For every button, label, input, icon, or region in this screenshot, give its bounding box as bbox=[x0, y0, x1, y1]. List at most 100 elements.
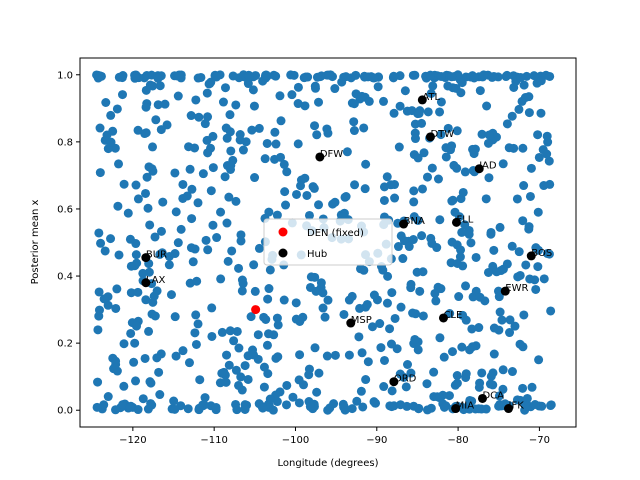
background-point bbox=[289, 70, 299, 80]
background-point bbox=[379, 355, 389, 365]
background-point bbox=[217, 327, 227, 337]
background-point bbox=[123, 208, 133, 218]
background-point bbox=[369, 397, 379, 407]
background-point bbox=[119, 381, 129, 391]
background-point bbox=[260, 154, 270, 164]
background-point bbox=[302, 190, 312, 200]
hub-label-bos: BOS bbox=[531, 248, 552, 259]
background-point bbox=[171, 207, 181, 217]
background-point bbox=[524, 108, 534, 118]
background-point bbox=[357, 348, 367, 358]
background-point bbox=[359, 123, 369, 133]
background-point bbox=[387, 402, 397, 412]
background-point bbox=[247, 125, 257, 135]
background-point bbox=[518, 216, 528, 226]
background-point bbox=[287, 90, 297, 100]
background-point bbox=[99, 294, 109, 304]
background-point bbox=[263, 329, 273, 339]
background-point bbox=[393, 242, 403, 252]
background-point bbox=[95, 168, 105, 178]
background-point bbox=[310, 83, 320, 93]
background-point bbox=[375, 319, 385, 329]
background-point bbox=[126, 261, 136, 271]
background-point bbox=[358, 402, 368, 412]
hub-labels: ATL DTW DFW JAD BNA FLL BUR BOS LAX EWR CLE MSP ORD D… bbox=[146, 92, 552, 412]
background-point bbox=[234, 380, 244, 390]
background-point bbox=[236, 230, 246, 240]
background-point bbox=[173, 238, 183, 248]
background-point bbox=[246, 312, 256, 322]
background-point bbox=[170, 312, 180, 322]
background-point bbox=[363, 357, 373, 367]
background-point bbox=[141, 128, 151, 138]
background-point bbox=[106, 110, 116, 120]
background-point bbox=[410, 334, 420, 344]
background-point bbox=[203, 148, 213, 158]
background-point bbox=[330, 350, 340, 360]
x-axis-label: Longitude (degrees) bbox=[278, 458, 379, 469]
background-point bbox=[188, 257, 198, 267]
background-point bbox=[309, 183, 319, 193]
background-point bbox=[395, 101, 405, 111]
background-point bbox=[226, 146, 236, 156]
background-point bbox=[314, 97, 324, 107]
background-point bbox=[224, 192, 234, 202]
background-point bbox=[94, 305, 104, 315]
background-point bbox=[514, 247, 524, 257]
background-point bbox=[201, 235, 211, 245]
hub-label-ord: ORD bbox=[394, 374, 417, 385]
hub-point-lax bbox=[141, 278, 151, 288]
background-point bbox=[281, 200, 291, 210]
background-point bbox=[489, 349, 499, 359]
den-point bbox=[251, 305, 261, 315]
background-point bbox=[447, 196, 457, 206]
background-point bbox=[360, 184, 370, 194]
background-point bbox=[292, 189, 302, 199]
background-point bbox=[408, 235, 418, 245]
hub-label-dtw: DTW bbox=[430, 129, 454, 140]
background-point bbox=[536, 108, 546, 118]
x-tick-label: −90 bbox=[366, 435, 387, 446]
background-point bbox=[410, 134, 420, 144]
background-point bbox=[264, 207, 274, 217]
background-point bbox=[330, 84, 340, 94]
background-point bbox=[265, 265, 275, 275]
background-point bbox=[282, 400, 291, 410]
background-point bbox=[352, 396, 362, 406]
background-point bbox=[186, 111, 196, 121]
background-point bbox=[316, 278, 326, 288]
background-point bbox=[225, 326, 235, 336]
background-point bbox=[259, 362, 269, 372]
background-point bbox=[452, 258, 462, 268]
background-point bbox=[323, 295, 333, 305]
background-point bbox=[126, 288, 136, 298]
background-point bbox=[314, 368, 324, 378]
background-point bbox=[484, 130, 494, 140]
background-point bbox=[497, 315, 507, 325]
background-point bbox=[118, 90, 127, 100]
background-point bbox=[394, 142, 404, 152]
background-point bbox=[413, 345, 423, 355]
background-point bbox=[125, 402, 135, 412]
background-point bbox=[194, 403, 204, 413]
background-point bbox=[525, 191, 535, 201]
background-point bbox=[426, 88, 436, 98]
background-point bbox=[408, 70, 418, 80]
background-point bbox=[361, 375, 371, 385]
background-point bbox=[350, 180, 360, 190]
legend-marker-hub bbox=[278, 248, 288, 258]
background-point bbox=[262, 340, 272, 350]
background-point bbox=[492, 267, 502, 277]
den-points bbox=[251, 305, 261, 315]
background-point bbox=[243, 374, 253, 384]
background-point bbox=[198, 169, 208, 179]
background-point bbox=[96, 238, 106, 248]
background-point bbox=[422, 379, 432, 389]
legend-label-den: DEN (fixed) bbox=[307, 228, 364, 239]
background-point bbox=[143, 203, 153, 213]
background-point bbox=[140, 353, 150, 363]
background-point bbox=[403, 360, 413, 369]
hub-point-cle bbox=[438, 313, 448, 323]
background-point bbox=[339, 402, 349, 412]
background-point bbox=[471, 252, 481, 262]
